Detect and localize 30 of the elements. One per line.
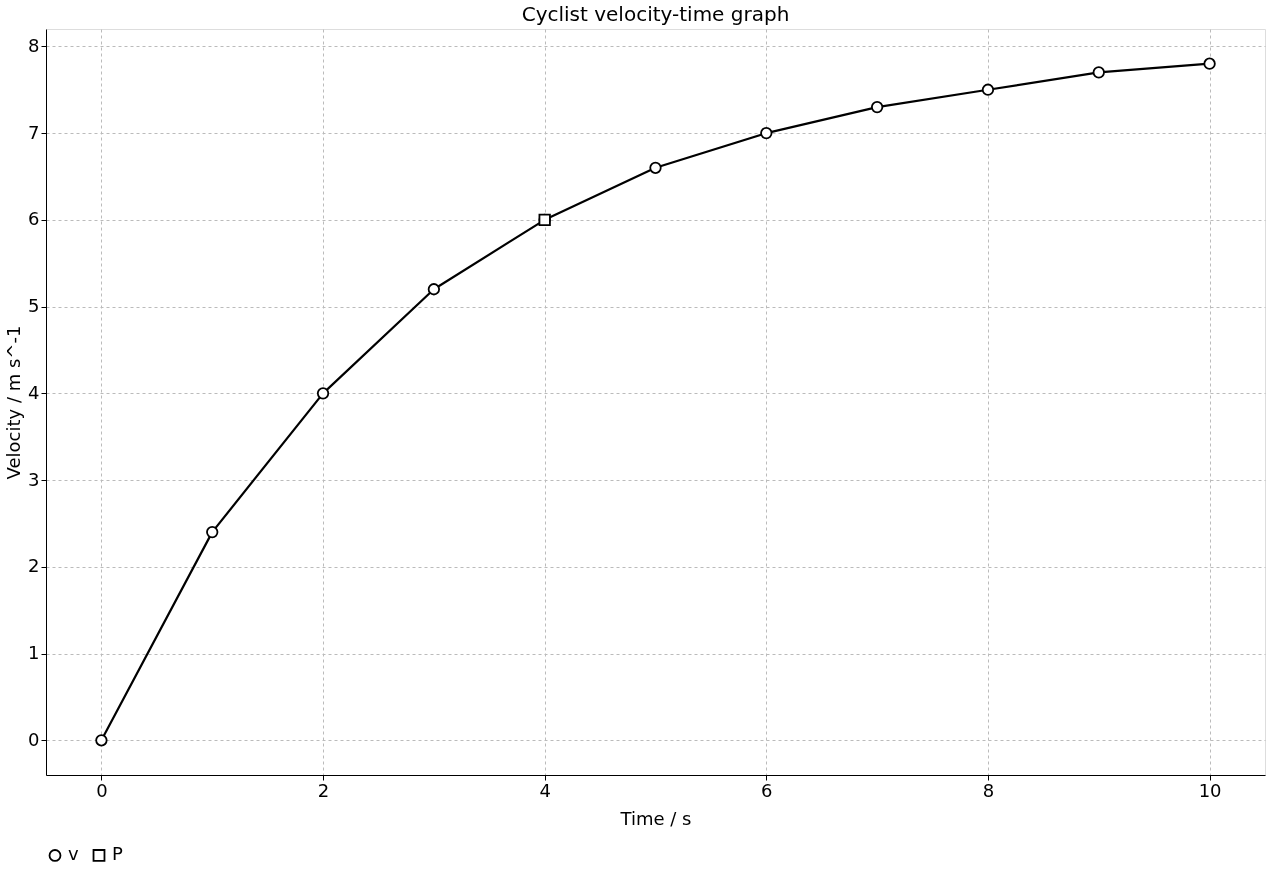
y-tick-label: 8 — [28, 34, 40, 56]
legend-label: v — [68, 843, 79, 865]
point — [95, 734, 108, 747]
y-tick-label: 4 — [28, 381, 40, 403]
point — [1203, 57, 1216, 70]
x-tick-label: 2 — [317, 779, 330, 801]
y-tick-label: 3 — [28, 468, 40, 490]
x-tick-label: 8 — [982, 779, 995, 801]
y-axis-title: Velocity / m s^-1 — [3, 325, 25, 480]
y-tick-label: 0 — [28, 728, 40, 750]
point — [1092, 66, 1105, 79]
point — [981, 83, 995, 96]
x-tick-label: 6 — [761, 779, 773, 801]
point — [649, 161, 662, 174]
y-tick-label: 2 — [28, 555, 40, 577]
legend-label: P — [112, 843, 123, 865]
y-tick-label: 1 — [28, 642, 40, 664]
x-axis-title: Time / s — [619, 807, 692, 829]
x-tick-label: 0 — [96, 779, 108, 801]
x-tick-label: 10 — [1198, 779, 1222, 801]
point — [427, 283, 441, 296]
point — [316, 387, 330, 400]
point — [760, 126, 773, 140]
y-tick-label: 7 — [28, 121, 40, 143]
point — [206, 525, 219, 539]
chart-title: Cyclist velocity-time graph — [521, 2, 790, 26]
x-tick-label: 4 — [539, 779, 551, 801]
point — [870, 100, 884, 114]
y-tick-label: 5 — [28, 295, 40, 317]
y-tick-label: 6 — [28, 208, 40, 230]
